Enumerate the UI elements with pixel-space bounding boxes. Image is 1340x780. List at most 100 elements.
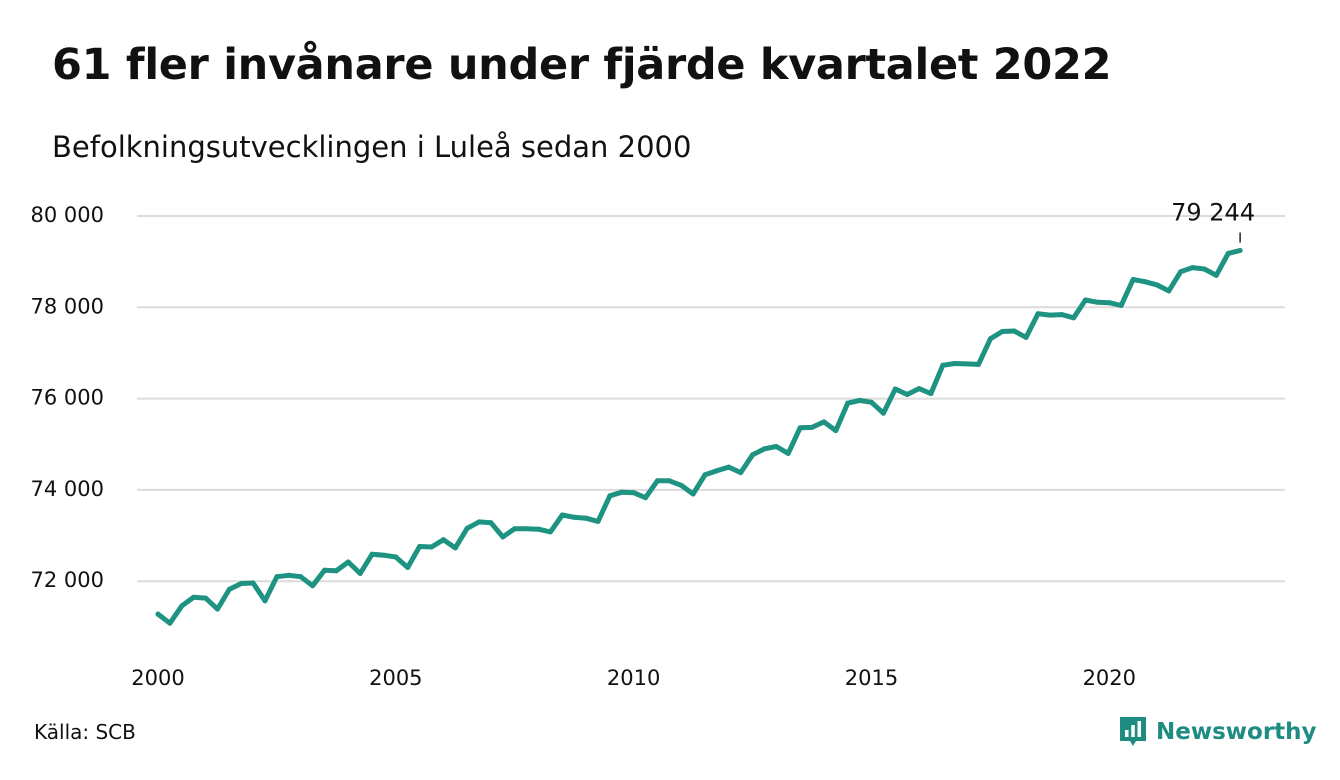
data-point (1142, 279, 1148, 285)
gridlines (137, 215, 1285, 583)
data-point (821, 419, 827, 425)
series-layer (155, 248, 1243, 626)
x-tick-label: 2000 (131, 666, 184, 690)
data-point (1190, 265, 1196, 271)
data-point (1178, 269, 1184, 275)
data-point (940, 362, 946, 368)
data-point (369, 551, 375, 557)
data-point (892, 386, 898, 392)
data-point (809, 424, 815, 430)
data-point (393, 554, 399, 560)
data-point (1047, 312, 1053, 318)
x-tick-label: 2005 (369, 666, 422, 690)
brand-logo: Newsworthy (1118, 714, 1317, 750)
data-point (761, 446, 767, 452)
data-point (619, 489, 625, 495)
data-point (928, 391, 934, 397)
annotation-label: 79 244 (1171, 199, 1255, 227)
data-point (750, 452, 756, 458)
brand-name: Newsworthy (1156, 719, 1317, 745)
data-point (1011, 328, 1017, 334)
data-point (214, 606, 220, 612)
data-point (429, 544, 434, 550)
data-point (191, 594, 197, 600)
data-point (238, 581, 244, 586)
data-point (559, 512, 565, 518)
x-tick-label: 2010 (607, 666, 660, 690)
data-point (666, 478, 672, 484)
data-point (333, 568, 339, 574)
data-point (595, 518, 601, 524)
data-point (1118, 302, 1124, 308)
y-tick-label: 72 000 (31, 568, 104, 592)
data-point (310, 583, 316, 589)
data-point (845, 400, 851, 406)
x-tick-label: 2015 (845, 666, 898, 690)
data-point (1083, 297, 1089, 303)
data-point (797, 425, 803, 431)
data-point (1154, 282, 1160, 288)
data-point (999, 329, 1005, 334)
data-point (250, 580, 256, 586)
data-point (714, 468, 720, 474)
data-point (857, 397, 863, 403)
annotation-layer: 79 244 (1171, 199, 1255, 243)
data-point (964, 361, 970, 367)
data-point (357, 570, 363, 576)
data-point (155, 611, 161, 617)
data-point (868, 399, 874, 405)
data-point (678, 482, 684, 488)
y-tick-label: 74 000 (31, 477, 104, 501)
data-point (547, 529, 553, 535)
data-point (952, 360, 958, 366)
data-point (785, 450, 791, 456)
data-point (1130, 276, 1136, 282)
data-point (286, 572, 292, 578)
source-note: Källa: SCB (34, 720, 136, 744)
data-point (417, 544, 423, 550)
data-point (1059, 312, 1065, 318)
data-point (1023, 334, 1029, 340)
data-point (571, 514, 577, 520)
data-point (1035, 311, 1041, 317)
newsworthy-logo-icon (1120, 717, 1146, 746)
data-point (274, 574, 280, 580)
data-point (1225, 250, 1231, 256)
data-point (690, 491, 696, 497)
data-point (702, 472, 708, 478)
data-point (1237, 248, 1243, 254)
data-point (167, 620, 173, 626)
data-point (345, 559, 351, 565)
data-point (904, 392, 910, 397)
data-point (381, 552, 387, 558)
data-point (298, 574, 304, 580)
data-point (524, 526, 530, 532)
y-axis: 72 000 74 000 76 000 78 000 80 000 (31, 203, 104, 592)
data-point (607, 493, 613, 499)
data-point (631, 490, 637, 496)
data-point (726, 464, 732, 470)
data-point (440, 537, 446, 543)
data-point (880, 410, 886, 416)
data-point (987, 336, 993, 342)
data-point (203, 595, 209, 601)
data-point (643, 495, 649, 501)
data-point (405, 565, 411, 571)
data-point (321, 567, 327, 573)
data-point (488, 520, 494, 526)
data-point (476, 519, 482, 525)
data-point (1213, 272, 1219, 278)
y-tick-label: 78 000 (31, 294, 104, 318)
data-point (500, 534, 506, 540)
chart-title: 61 fler invånare under fjärde kvartalet … (52, 40, 1112, 90)
data-point (464, 525, 470, 531)
data-point (1071, 315, 1077, 321)
data-point (738, 470, 744, 476)
y-tick-label: 76 000 (31, 386, 104, 410)
data-point (452, 545, 458, 551)
chart-subtitle: Befolkningsutvecklingen i Luleå sedan 20… (52, 130, 692, 164)
data-point (179, 603, 185, 609)
data-point (916, 386, 922, 392)
x-axis: 2000 2005 2010 2015 2020 (131, 666, 1136, 690)
data-point (833, 428, 839, 434)
